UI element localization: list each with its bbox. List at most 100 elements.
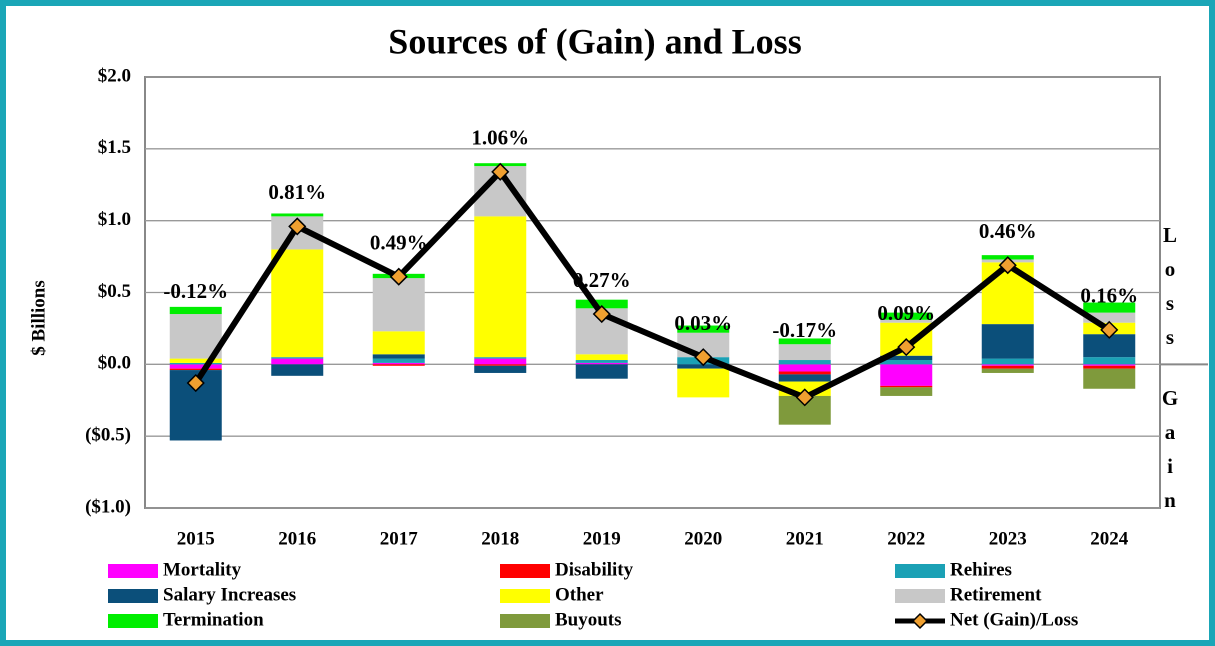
- y-tick-label: $1.5: [98, 137, 131, 158]
- bar-segment: [575, 362, 628, 365]
- bar-segment: [778, 371, 831, 375]
- legend-label: Disability: [555, 559, 634, 580]
- x-tick-label: 2022: [887, 528, 925, 549]
- y-tick-label: ($0.5): [85, 425, 131, 446]
- net-marker: [186, 373, 205, 393]
- bar-segment: [880, 364, 933, 386]
- bar-segment: [474, 357, 527, 359]
- bar-segment: [1083, 302, 1136, 313]
- x-tick-label: 2019: [583, 528, 621, 549]
- legend-label: Retirement: [950, 584, 1042, 605]
- bar-segment: [474, 216, 527, 358]
- bar-segment: [880, 387, 933, 396]
- bar-segment: [474, 364, 527, 366]
- bar-segment: [981, 364, 1034, 366]
- bar-segment: [880, 355, 933, 361]
- net-marker: [897, 338, 916, 357]
- x-tick-label: 2021: [786, 528, 824, 549]
- legend-swatch: [500, 589, 550, 603]
- percent-label: -0.17%: [772, 318, 837, 342]
- bar-segment: [474, 365, 527, 373]
- bar-segment: [1083, 357, 1136, 365]
- bar-segment: [271, 358, 324, 365]
- legend-label: Other: [555, 584, 604, 605]
- bar-segment: [677, 368, 730, 398]
- bar-segment: [880, 360, 933, 365]
- bar-segment: [1083, 334, 1136, 358]
- bar-segment: [372, 358, 425, 363]
- bar-segment: [372, 362, 425, 365]
- net-marker: [592, 304, 611, 324]
- bar-segment: [778, 338, 831, 345]
- x-tick-label: 2024: [1090, 528, 1129, 549]
- bar-segment: [880, 319, 933, 323]
- legend-swatch: [108, 589, 158, 603]
- x-tick-label: 2018: [481, 528, 519, 549]
- y-tick-label: $1.0: [98, 209, 131, 230]
- bar-segment: [981, 368, 1034, 373]
- bar-segment: [575, 360, 628, 363]
- legend-label: Rehires: [950, 559, 1012, 580]
- bar-segment: [677, 364, 730, 369]
- y-tick-label: $0.0: [98, 353, 131, 374]
- bar-segment: [880, 385, 933, 388]
- y-tick-label: $2.0: [98, 65, 131, 86]
- bar-segment: [1083, 364, 1136, 366]
- y-tick-label: ($1.0): [85, 496, 131, 517]
- bar-segment: [169, 364, 222, 369]
- x-tick-label: 2023: [989, 528, 1027, 549]
- percent-label: -0.12%: [163, 279, 228, 303]
- bar-segment: [169, 306, 222, 315]
- bar-segment: [778, 344, 831, 361]
- legend-label: Salary Increases: [163, 584, 296, 605]
- bar-segment: [169, 362, 222, 365]
- bar-segment: [1083, 368, 1136, 389]
- legend-label: Mortality: [163, 559, 242, 580]
- bar-segment: [372, 354, 425, 359]
- bar-segment: [981, 324, 1034, 359]
- net-marker: [694, 348, 713, 367]
- x-tick-label: 2017: [380, 528, 419, 549]
- bar-segment: [372, 278, 425, 332]
- x-tick-label: 2015: [177, 528, 215, 549]
- bar-segment: [677, 325, 730, 333]
- bar-segment: [981, 365, 1034, 369]
- percent-label: 0.09%: [877, 301, 935, 325]
- bar-segment: [372, 364, 425, 366]
- legend-swatch: [500, 564, 550, 578]
- net-marker: [795, 388, 814, 407]
- percent-label: 1.06%: [471, 126, 529, 150]
- bar-segment: [169, 368, 222, 371]
- percent-label: 0.16%: [1080, 284, 1138, 308]
- bar-segment: [575, 354, 628, 361]
- bar-segment: [474, 358, 527, 365]
- bar-segment: [1083, 312, 1136, 323]
- net-marker: [389, 267, 408, 286]
- legend-swatch: [895, 564, 945, 578]
- legend-label: Net (Gain)/Loss: [950, 609, 1078, 630]
- bar-segment: [271, 213, 324, 217]
- percent-label: 0.03%: [674, 311, 732, 335]
- bar-segment: [575, 299, 628, 309]
- legend-swatch: [895, 589, 945, 603]
- percent-label: 0.49%: [370, 231, 428, 255]
- net-line: [193, 168, 1111, 401]
- percent-label: 0.46%: [979, 219, 1037, 243]
- bar-segment: [169, 358, 222, 363]
- bar-segment: [271, 364, 324, 376]
- y-tick-label: $0.5: [98, 281, 131, 302]
- bar-segment: [880, 312, 933, 320]
- bar-segment: [778, 364, 831, 372]
- legend-label: Buyouts: [555, 609, 622, 630]
- percent-label: 0.81%: [268, 180, 326, 204]
- y-axis-label: $ Billions: [28, 280, 49, 356]
- bar-segment: [778, 374, 831, 382]
- legend-swatch: [108, 564, 158, 578]
- legend-swatch: [500, 614, 550, 628]
- bar-segment: [1083, 365, 1136, 369]
- bar-segment: [981, 358, 1034, 365]
